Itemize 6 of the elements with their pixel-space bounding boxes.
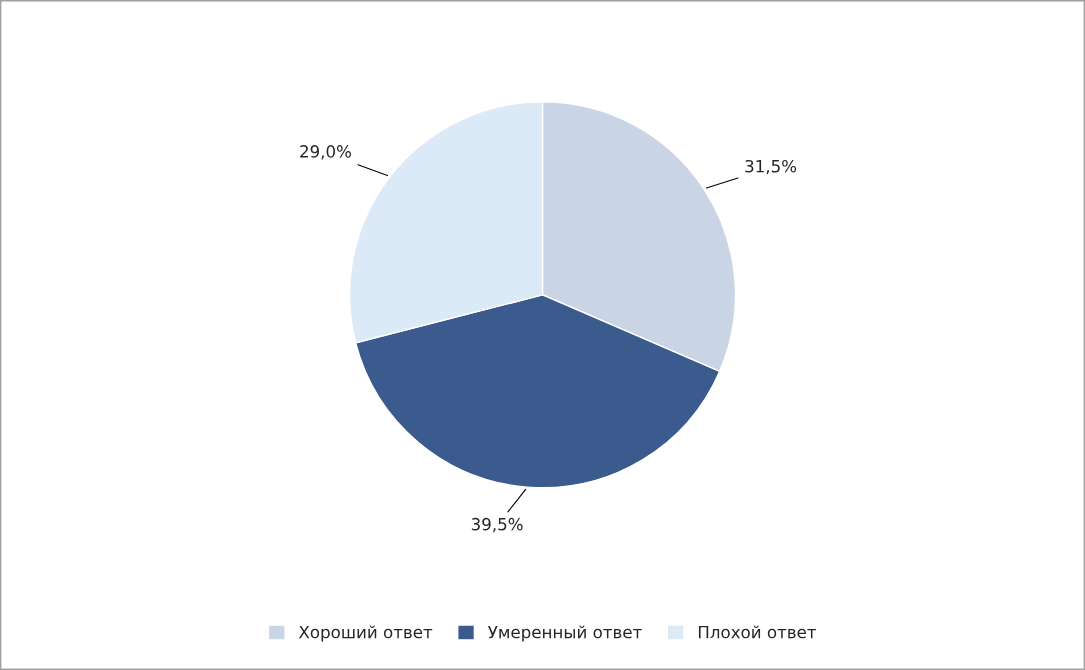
data-label: 31,5% (745, 159, 797, 175)
data-label: 39,5% (471, 517, 523, 533)
data-label: 29,0% (300, 145, 351, 160)
legend-label: Хороший ответ (298, 625, 433, 642)
legend-label: Умеренный ответ (488, 625, 642, 642)
legend-label: Плохой ответ (698, 625, 817, 639)
